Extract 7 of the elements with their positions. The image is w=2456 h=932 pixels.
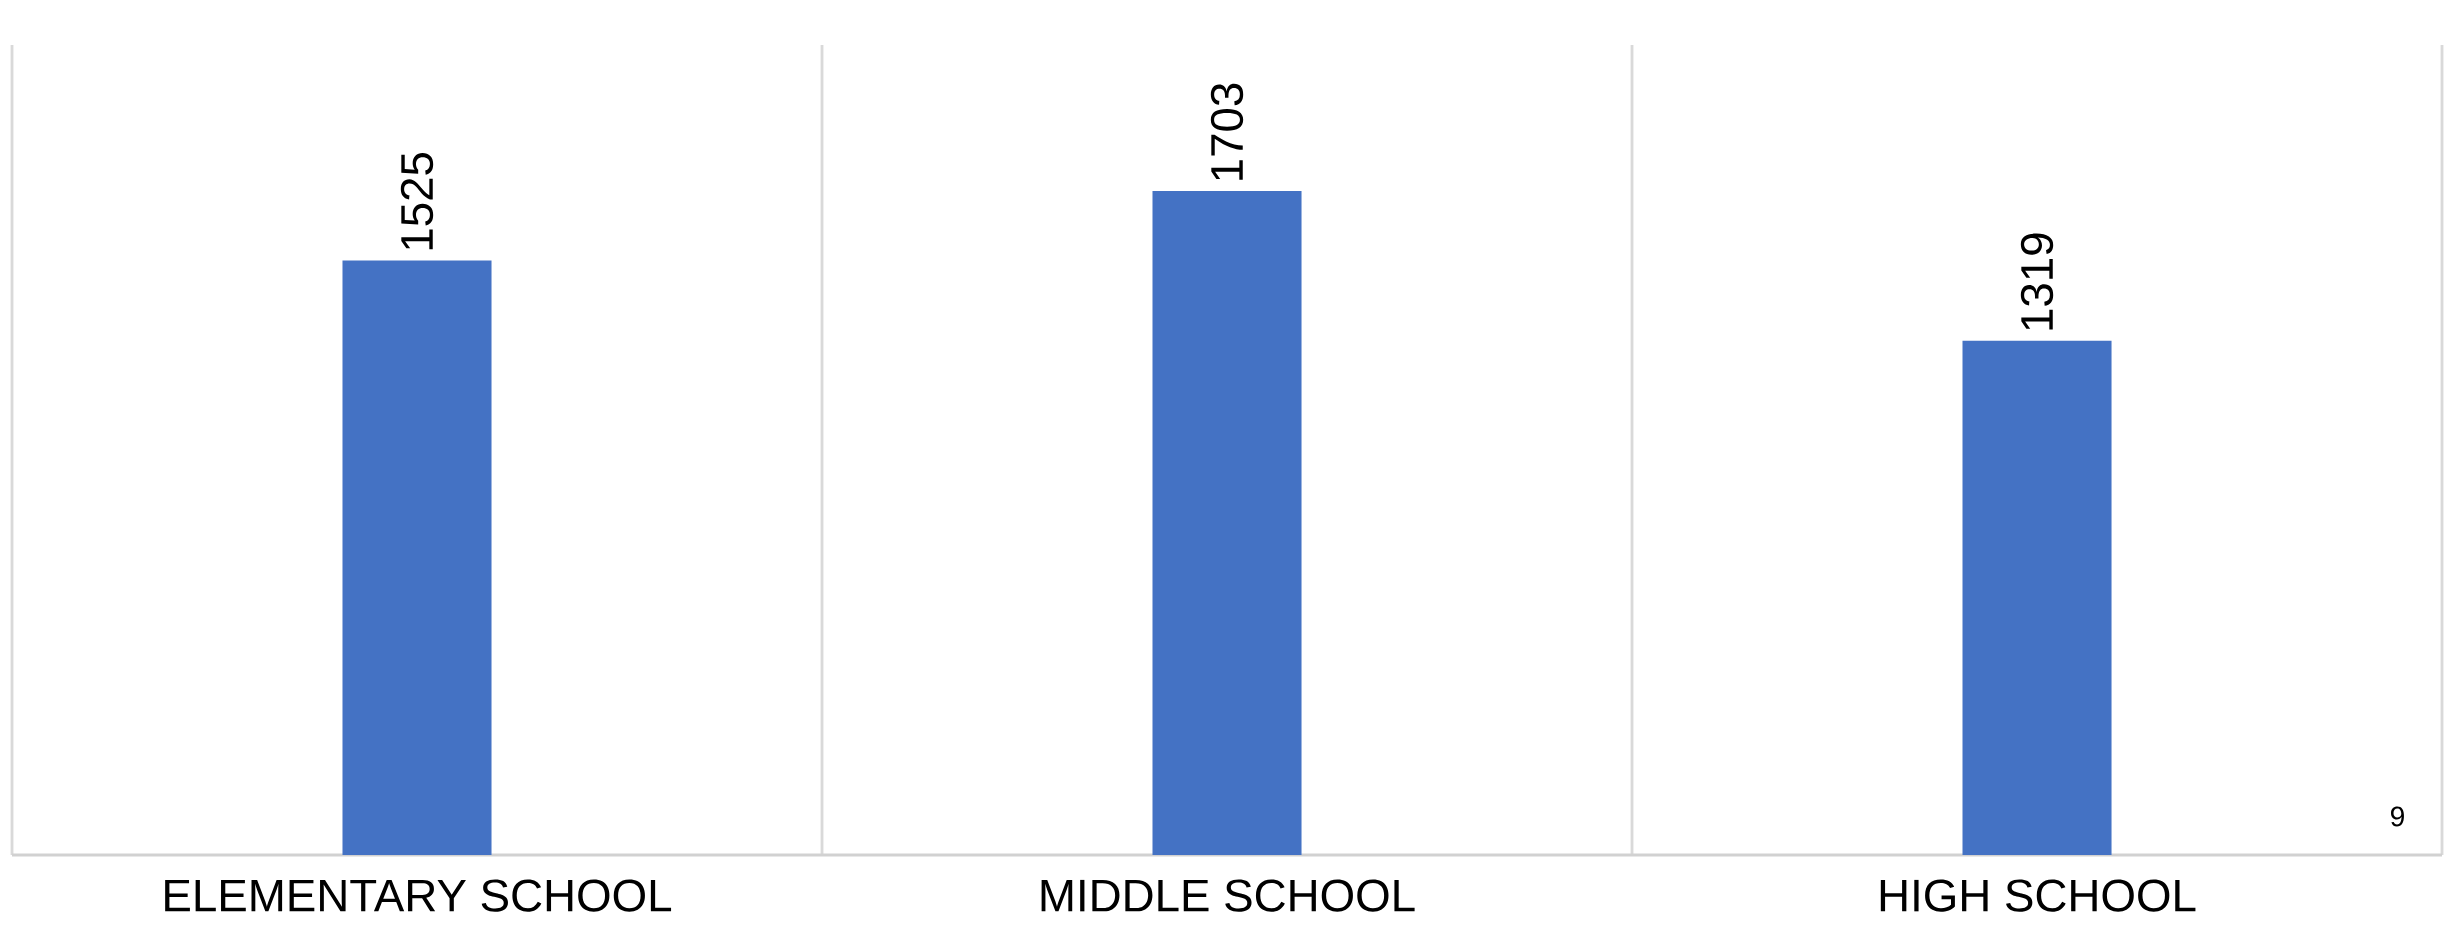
x-tick-label: ELEMENTARY SCHOOL (165, 879, 672, 912)
x-tick-label: HIGH SCHOOL (1880, 879, 2196, 912)
data-label: 1525 (400, 153, 434, 250)
x-tick-label: MIDDLE SCHOOL (1041, 879, 1415, 912)
data-label: 1319 (2020, 233, 2054, 330)
annotation: 9 (2391, 806, 2404, 827)
data-label: 1703 (1210, 83, 1244, 180)
